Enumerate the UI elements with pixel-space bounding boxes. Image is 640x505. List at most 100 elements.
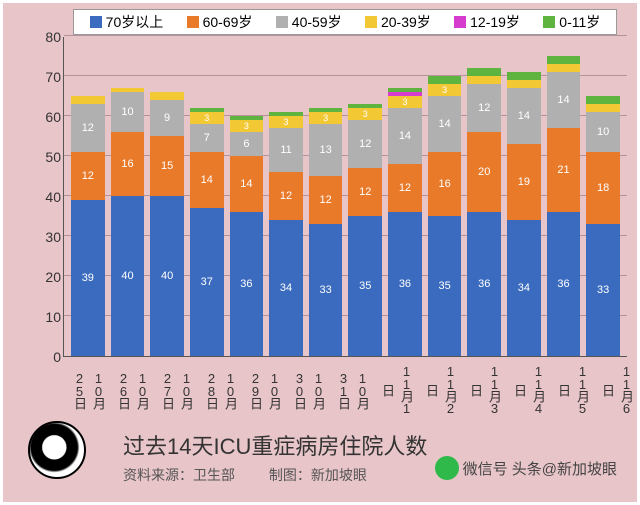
bar-segment: 12 xyxy=(309,176,343,224)
bar-segment: 16 xyxy=(428,152,462,216)
legend-item: 20-39岁 xyxy=(365,12,431,32)
bar-segment: 12 xyxy=(269,172,303,220)
bar-segment: 37 xyxy=(190,208,224,356)
legend-item: 0-11岁 xyxy=(543,12,600,32)
bar: 3516143 xyxy=(428,76,462,356)
bar-segment: 19 xyxy=(507,144,541,220)
bar-segment xyxy=(150,92,184,100)
bar-segment: 9 xyxy=(150,100,184,136)
bar-segment: 3 xyxy=(190,112,224,124)
y-tick-label: 50 xyxy=(43,149,61,165)
chart-plot: 3912124016104015937147336146334121133312… xyxy=(63,37,627,357)
legend-item: 12-19岁 xyxy=(454,12,520,32)
x-tick-label: 10月29日 xyxy=(246,359,284,419)
bar-segment: 14 xyxy=(507,88,541,144)
bar-segment: 15 xyxy=(150,136,184,196)
bar-segment: 3 xyxy=(428,84,462,96)
bar-segment: 36 xyxy=(388,212,422,356)
bar-segment: 40 xyxy=(111,196,145,356)
y-tick-label: 60 xyxy=(43,109,61,125)
legend-swatch xyxy=(543,16,555,28)
x-tick-label: 11月2日 xyxy=(422,359,460,419)
bar-segment: 11 xyxy=(269,128,303,172)
legend-swatch xyxy=(276,16,288,28)
bar: 361463 xyxy=(230,116,264,356)
x-tick-label: 10月31日 xyxy=(334,359,372,419)
bar-segment: 35 xyxy=(348,216,382,356)
bar-segment: 12 xyxy=(348,120,382,168)
x-tick-label: 11月4日 xyxy=(510,359,548,419)
bar-segment: 3 xyxy=(388,96,422,108)
legend-swatch xyxy=(187,16,199,28)
bar-segment xyxy=(586,104,620,112)
source-label: 资料来源：卫生部 xyxy=(123,467,235,483)
bar: 40159 xyxy=(150,92,184,356)
bar-segment xyxy=(547,64,581,72)
x-tick-label: 10月28日 xyxy=(202,359,240,419)
bar: 362012 xyxy=(467,68,501,356)
bar-segment xyxy=(547,56,581,64)
bar-segment: 39 xyxy=(71,200,105,356)
bar-segment: 10 xyxy=(586,112,620,152)
bar: 3312133 xyxy=(309,108,343,356)
x-tick-label: 10月30日 xyxy=(290,359,328,419)
bar: 3512123 xyxy=(348,104,382,356)
bar-segment: 18 xyxy=(586,152,620,224)
bar-segment xyxy=(467,68,501,76)
chart-title: 过去14天ICU重症病房住院人数 xyxy=(123,429,427,461)
bar: 3612143 xyxy=(388,88,422,356)
legend-item: 40-59岁 xyxy=(276,12,342,32)
bar-segment: 34 xyxy=(269,220,303,356)
x-tick-label: 10月26日 xyxy=(114,359,152,419)
legend-item: 70岁以上 xyxy=(90,12,164,32)
legend-label: 0-11岁 xyxy=(559,12,600,32)
x-tick-label: 11月3日 xyxy=(466,359,504,419)
x-tick-label: 11月5日 xyxy=(554,359,592,419)
bar-segment: 21 xyxy=(547,128,581,212)
bar-segment: 36 xyxy=(230,212,264,356)
bar-segment: 33 xyxy=(586,224,620,356)
x-tick-label: 11月6日 xyxy=(598,359,636,419)
bar-segment: 3 xyxy=(348,108,382,120)
bar: 331810 xyxy=(586,96,620,356)
bar-segment: 7 xyxy=(190,124,224,152)
bar-segment: 14 xyxy=(428,96,462,152)
bar-segment: 34 xyxy=(507,220,541,356)
x-tick-label: 10月27日 xyxy=(158,359,196,419)
bar-segment: 13 xyxy=(309,124,343,176)
bar-segment: 36 xyxy=(547,212,581,356)
legend: 70岁以上60-69岁40-59岁20-39岁12-19岁0-11岁 xyxy=(73,9,617,35)
bar-segment: 12 xyxy=(388,164,422,212)
bar-segment: 16 xyxy=(111,132,145,196)
bar-segment: 12 xyxy=(71,104,105,152)
legend-label: 70岁以上 xyxy=(106,12,164,32)
legend-label: 12-19岁 xyxy=(470,12,520,32)
y-tick-label: 30 xyxy=(43,229,61,245)
bar-segment xyxy=(507,72,541,80)
y-tick-label: 0 xyxy=(43,349,61,365)
y-tick-label: 10 xyxy=(43,309,61,325)
y-tick-label: 20 xyxy=(43,269,61,285)
bar: 401610 xyxy=(111,88,145,356)
bar-segment xyxy=(586,96,620,104)
watermark: 微信号 头条@新加坡眼 xyxy=(435,456,617,480)
bar-segment: 40 xyxy=(150,196,184,356)
x-axis-labels: 10月25日10月26日10月27日10月28日10月29日10月30日10月3… xyxy=(63,359,627,419)
bar-segment: 10 xyxy=(111,92,145,132)
bar-segment xyxy=(467,76,501,84)
bar-segment: 12 xyxy=(71,152,105,200)
bar-segment: 14 xyxy=(190,152,224,208)
wechat-icon xyxy=(435,456,459,480)
y-tick-label: 70 xyxy=(43,69,61,85)
bar-segment: 14 xyxy=(388,108,422,164)
bar-segment: 35 xyxy=(428,216,462,356)
legend-swatch xyxy=(365,16,377,28)
bar: 362114 xyxy=(547,56,581,356)
bar-segment: 3 xyxy=(309,112,343,124)
y-tick-label: 80 xyxy=(43,29,61,45)
y-tick-label: 40 xyxy=(43,189,61,205)
bar-segment: 3 xyxy=(269,116,303,128)
x-tick-label: 11月1日 xyxy=(378,359,416,419)
bar-segment: 12 xyxy=(467,84,501,132)
legend-swatch xyxy=(90,16,102,28)
